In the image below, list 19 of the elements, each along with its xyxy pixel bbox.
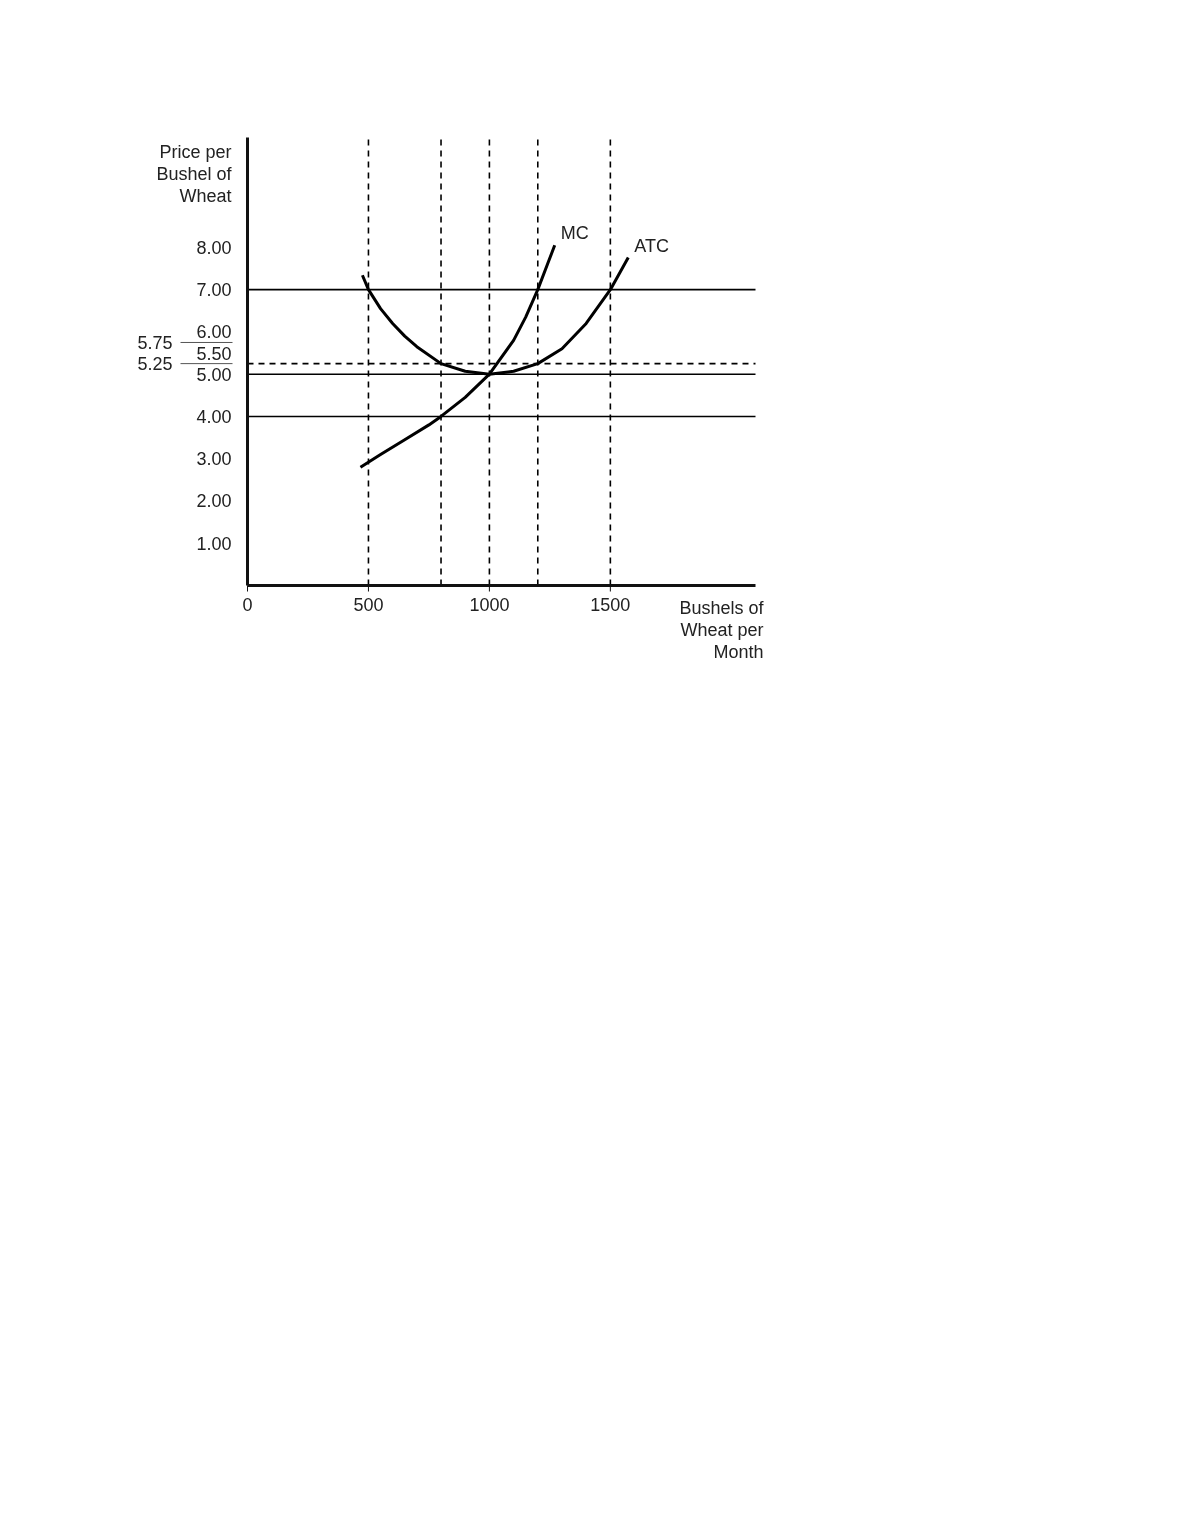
x-axis-title: Bushels of Wheat per Month (679, 597, 765, 662)
y-tick-label: 5.00 (196, 364, 232, 385)
y-tick-label: 5.50 (196, 343, 232, 364)
series-label: MC (560, 223, 589, 244)
y-tick-label: 7.00 (196, 280, 232, 301)
y2-tick-label: 5.25 (137, 354, 173, 375)
y2-tick-label: 5.75 (137, 332, 173, 353)
y-tick-label: 6.00 (196, 322, 232, 343)
x-tick-label: 0 (242, 594, 253, 615)
x-tick-label: 1000 (469, 594, 510, 615)
x-tick-label: 500 (353, 594, 384, 615)
x-tick-label: 1500 (590, 594, 631, 615)
y-tick-label: 1.00 (196, 533, 232, 554)
y-axis-title: Price per Bushel of Wheat (156, 141, 233, 206)
y-tick-label: 2.00 (196, 491, 232, 512)
y-tick-label: 8.00 (196, 237, 232, 258)
y-tick-label: 4.00 (196, 406, 232, 427)
y-tick-label: 3.00 (196, 449, 232, 470)
series-label: ATC (634, 235, 669, 256)
